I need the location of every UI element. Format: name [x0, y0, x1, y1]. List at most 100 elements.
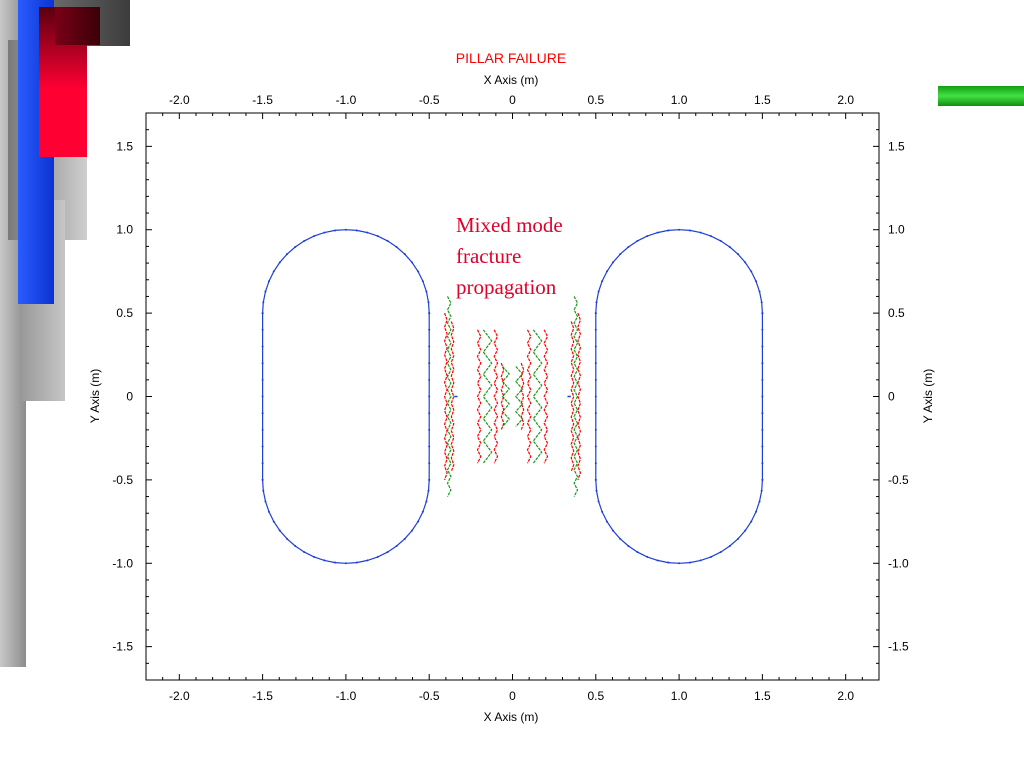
boundary-node [261, 445, 264, 448]
boundary-node [761, 395, 764, 398]
x-tick-label-bottom: -1.5 [252, 689, 273, 703]
boundary-node [428, 395, 431, 398]
boundary-node [709, 235, 712, 238]
boundary-node [261, 312, 264, 315]
fracture-trace [543, 329, 549, 464]
fracture-trace [526, 329, 532, 464]
boundary-node [323, 231, 326, 234]
boundary-node [594, 395, 597, 398]
boundary-node [750, 270, 753, 273]
boundary-node [417, 520, 420, 523]
x-axis-label-bottom: X Axis (m) [484, 710, 539, 724]
boundary-node [303, 551, 306, 554]
boundary-node [761, 445, 764, 448]
boundary-node [594, 462, 597, 465]
boundary-node [688, 229, 691, 232]
x-axis-label-top: X Axis (m) [484, 73, 539, 87]
boundary-node [719, 239, 722, 242]
boundary-node [286, 537, 289, 540]
x-tick-label-bottom: 0.5 [587, 689, 604, 703]
boundary-node [294, 545, 297, 548]
boundary-node [428, 478, 431, 481]
boundary-node [403, 253, 406, 256]
boundary-node [410, 261, 413, 264]
boundary-node [355, 561, 358, 564]
boundary-node [627, 245, 630, 248]
y-tick-label-left: -1.0 [112, 556, 133, 570]
x-tick-label-top: 2.0 [837, 93, 854, 107]
boundary-node [619, 537, 622, 540]
fracture-trace [573, 296, 579, 497]
boundary-node [267, 510, 270, 513]
boundary-node [428, 312, 431, 315]
boundary-node [758, 290, 761, 293]
fracture-trace [532, 329, 543, 464]
boundary-node [597, 500, 600, 503]
fracture-annotation: Mixed mode fracture propagation [456, 210, 616, 303]
axis-ticks [145, 112, 880, 681]
boundary-node [313, 555, 316, 558]
y-tick-label-right: -1.0 [888, 556, 909, 570]
boundary-node [366, 231, 369, 234]
boundary-node [417, 270, 420, 273]
boundary-node [605, 520, 608, 523]
y-tick-label-right: 1.5 [888, 139, 905, 153]
x-tick-label-bottom: -0.5 [419, 689, 440, 703]
boundary-node [601, 280, 604, 283]
boundary-node [272, 270, 275, 273]
y-tick-label-right: 0.5 [888, 306, 905, 320]
boundary-node [699, 559, 702, 562]
boundary-node [758, 500, 761, 503]
boundary-node [595, 489, 598, 492]
boundary-node [395, 545, 398, 548]
boundary-node [376, 235, 379, 238]
boundary-node [636, 551, 639, 554]
boundary-node [678, 562, 681, 565]
x-tick-label-top: 0.5 [587, 93, 604, 107]
boundary-node [760, 489, 763, 492]
x-tick-label-top: 1.0 [671, 93, 688, 107]
boundary-node [344, 228, 347, 231]
boundary-node [428, 462, 431, 465]
boundary-node [656, 231, 659, 234]
boundary-node [627, 545, 630, 548]
boundary-node [594, 445, 597, 448]
y-tick-label-right: -0.5 [888, 473, 909, 487]
boundary-node [744, 261, 747, 264]
boundary-node [286, 253, 289, 256]
decor-bar-red-top [55, 7, 100, 45]
x-tick-label-bottom: 1.5 [754, 689, 771, 703]
boundary-node [261, 462, 264, 465]
boundary-node [278, 529, 281, 532]
boundary-node [595, 301, 598, 304]
boundary-node [594, 312, 597, 315]
boundary-node [261, 362, 264, 365]
boundary-node [323, 559, 326, 562]
boundary-node [344, 562, 347, 565]
boundary-node [636, 239, 639, 242]
annotation-line: fracture [456, 244, 522, 268]
boundary-node [656, 559, 659, 562]
boundary-node [699, 231, 702, 234]
right-opening [595, 229, 763, 564]
boundary-node [760, 301, 763, 304]
boundary-node [366, 559, 369, 562]
annotation-line: Mixed mode [456, 213, 563, 237]
boundary-node [612, 529, 615, 532]
boundary-node [386, 551, 389, 554]
boundary-node [646, 555, 649, 558]
boundary-node [427, 301, 430, 304]
boundary-node [688, 561, 691, 564]
boundary-node [594, 478, 597, 481]
x-tick-label-top: 0 [509, 93, 516, 107]
boundary-node [403, 537, 406, 540]
boundary-node [594, 362, 597, 365]
boundary-node [261, 478, 264, 481]
boundary-node [709, 555, 712, 558]
boundary-node [428, 412, 431, 415]
boundary-node [761, 378, 764, 381]
boundary-node [261, 412, 264, 415]
boundary-node [410, 529, 413, 532]
boundary-node [428, 378, 431, 381]
